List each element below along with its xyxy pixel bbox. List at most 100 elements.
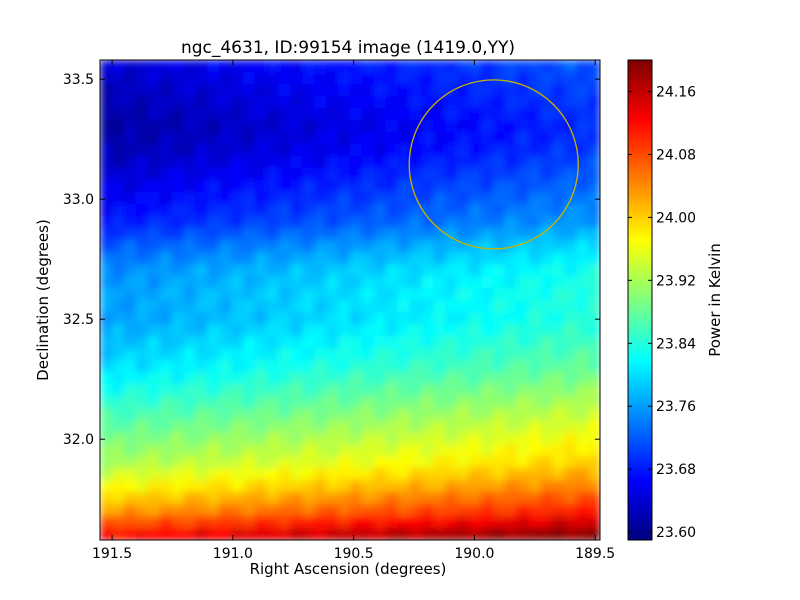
heatmap-cell	[266, 348, 280, 361]
heatmap-cell	[159, 432, 173, 445]
heatmap-cell	[147, 156, 161, 169]
heatmap-cell	[183, 396, 197, 409]
heatmap-cell	[504, 396, 518, 409]
heatmap-cell	[147, 240, 161, 253]
heatmap-cell	[123, 504, 137, 517]
heatmap-cell	[552, 288, 566, 301]
heatmap-cell	[516, 396, 530, 409]
heatmap-cell	[171, 168, 185, 181]
heatmap-cell	[492, 252, 506, 265]
heatmap-cell	[302, 396, 316, 409]
heatmap-cell	[219, 324, 232, 337]
heatmap-cell	[100, 384, 113, 397]
heatmap-cell	[480, 192, 494, 205]
heatmap-cell	[564, 156, 577, 169]
heatmap-cell	[385, 180, 399, 193]
heatmap-cell	[254, 192, 268, 205]
heatmap-cell	[242, 528, 256, 540]
heatmap-cell	[528, 156, 542, 169]
heatmap-cell	[469, 180, 482, 193]
heatmap-cell	[290, 132, 304, 145]
heatmap-cell	[397, 168, 411, 181]
heatmap-cell	[338, 456, 351, 469]
heatmap-cell	[159, 180, 173, 193]
y-tick-label: 33.0	[63, 192, 94, 208]
heatmap-cell	[230, 336, 244, 349]
heatmap-cell	[492, 456, 506, 469]
heatmap-cell	[135, 372, 149, 385]
heatmap-cell	[278, 396, 292, 409]
heatmap-cell	[290, 432, 304, 445]
heatmap-cell	[480, 96, 494, 109]
heatmap-cell	[421, 504, 435, 517]
heatmap-cell	[219, 420, 232, 433]
heatmap-cell	[421, 120, 435, 133]
heatmap-cell	[314, 504, 327, 517]
heatmap-cell	[576, 144, 589, 157]
heatmap-cell	[254, 120, 268, 133]
heatmap-cell	[361, 372, 375, 385]
heatmap-cell	[588, 192, 600, 205]
heatmap-cell	[385, 336, 399, 349]
heatmap-cell	[361, 432, 375, 445]
heatmap-cell	[135, 324, 149, 337]
heatmap-cell	[540, 96, 554, 109]
heatmap-cell	[564, 60, 577, 73]
heatmap-cell	[385, 324, 399, 337]
heatmap-cell	[373, 528, 387, 540]
heatmap-cell	[100, 72, 113, 85]
heatmap-cell	[350, 252, 363, 265]
heatmap-cell	[480, 168, 494, 181]
heatmap-cell	[147, 204, 161, 217]
heatmap-cell	[445, 276, 458, 289]
heatmap-cell	[183, 108, 197, 121]
heatmap-cell	[290, 192, 304, 205]
heatmap-cell	[480, 264, 494, 277]
heatmap-cell	[135, 408, 149, 421]
heatmap-cell	[504, 420, 518, 433]
heatmap-cell	[242, 396, 256, 409]
heatmap-cell	[480, 312, 494, 325]
heatmap-cell	[159, 348, 173, 361]
heatmap-cell	[564, 204, 577, 217]
heatmap-cell	[528, 456, 542, 469]
heatmap-cell	[385, 216, 399, 229]
heatmap-cell	[171, 348, 185, 361]
heatmap-cell	[230, 156, 244, 169]
heatmap-cell	[516, 504, 530, 517]
heatmap-cell	[457, 432, 470, 445]
heatmap-cell	[540, 408, 554, 421]
heatmap-cell	[147, 384, 161, 397]
heatmap-cell	[445, 432, 458, 445]
heatmap-cell	[159, 504, 173, 517]
heatmap-cell	[576, 180, 589, 193]
heatmap-cell	[457, 120, 470, 133]
heatmap-cell	[314, 432, 327, 445]
heatmap-cell	[278, 420, 292, 433]
heatmap-cell	[552, 396, 566, 409]
heatmap-cell	[385, 120, 399, 133]
heatmap-cell	[183, 324, 197, 337]
heatmap-cell	[373, 240, 387, 253]
heatmap-cell	[409, 144, 423, 157]
heatmap-cell	[540, 360, 554, 373]
heatmap-cell	[528, 408, 542, 421]
heatmap-cell	[361, 252, 375, 265]
heatmap-cell	[338, 336, 351, 349]
heatmap-cell	[397, 420, 411, 433]
heatmap-cell	[242, 192, 256, 205]
heatmap-cell	[302, 264, 316, 277]
heatmap-cell	[421, 312, 435, 325]
heatmap-cell	[278, 72, 292, 85]
heatmap-cell	[528, 96, 542, 109]
heatmap-cell	[421, 84, 435, 97]
heatmap-cell	[230, 96, 244, 109]
heatmap-cell	[433, 504, 447, 517]
heatmap-cell	[350, 504, 363, 517]
heatmap-cell	[457, 144, 470, 157]
heatmap-cell	[564, 336, 577, 349]
heatmap-cell	[576, 84, 589, 97]
heatmap-cell	[433, 180, 447, 193]
heatmap-cell	[254, 384, 268, 397]
heatmap-cell	[230, 348, 244, 361]
